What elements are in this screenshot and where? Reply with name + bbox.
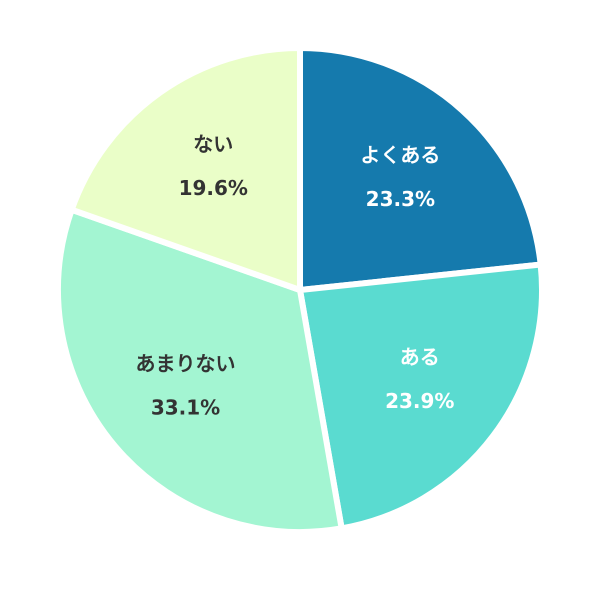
slice-value-label: 23.9% xyxy=(385,389,454,413)
slice-value-label: 23.3% xyxy=(366,187,435,211)
slice-value-label: 33.1% xyxy=(151,395,220,419)
pie-slice xyxy=(67,44,303,295)
pie-slice xyxy=(296,261,545,532)
pie-slice xyxy=(55,205,346,535)
slice-label: ある xyxy=(400,345,440,369)
pie-slice xyxy=(297,44,544,294)
slice-label: よくある xyxy=(360,143,440,167)
slice-label: あまりない xyxy=(136,351,236,375)
slice-value-label: 19.6% xyxy=(179,176,248,200)
slice-label: ない xyxy=(193,132,233,156)
